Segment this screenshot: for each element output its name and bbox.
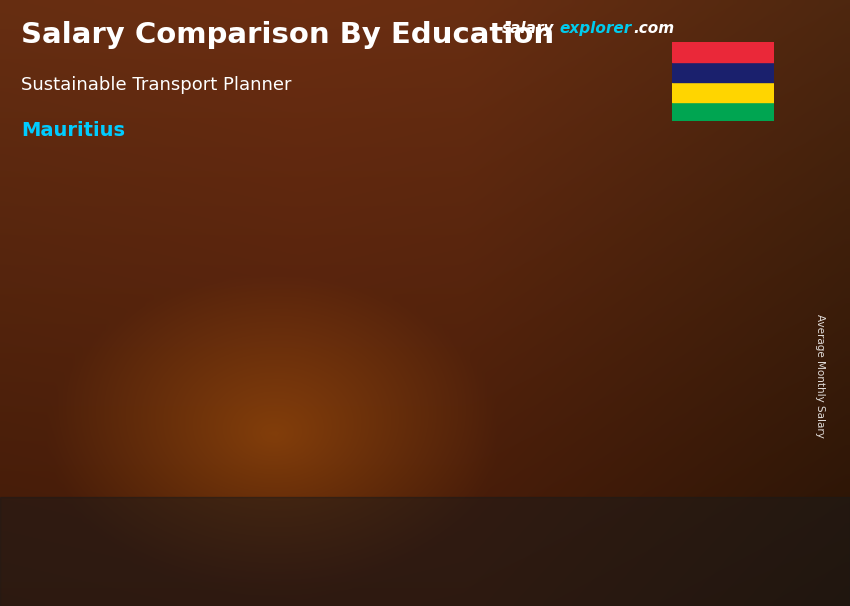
Polygon shape bbox=[434, 396, 441, 533]
Text: Average Monthly Salary: Average Monthly Salary bbox=[815, 314, 825, 438]
Bar bbox=[672, 82, 774, 101]
Polygon shape bbox=[74, 418, 123, 533]
Bar bbox=[672, 62, 774, 82]
Text: .com: .com bbox=[633, 21, 674, 36]
Polygon shape bbox=[123, 418, 172, 533]
Polygon shape bbox=[609, 267, 721, 276]
Polygon shape bbox=[301, 398, 350, 533]
Text: +45%: +45% bbox=[320, 211, 382, 230]
Text: 40,500 MUR: 40,500 MUR bbox=[252, 377, 332, 390]
Polygon shape bbox=[657, 276, 706, 533]
Polygon shape bbox=[77, 452, 85, 533]
Polygon shape bbox=[430, 337, 479, 533]
Text: 77,300 MUR: 77,300 MUR bbox=[608, 255, 689, 267]
Bar bbox=[672, 101, 774, 121]
Polygon shape bbox=[479, 337, 528, 533]
Polygon shape bbox=[430, 328, 542, 337]
Text: 58,900 MUR: 58,900 MUR bbox=[426, 316, 507, 328]
Text: Salary Comparison By Education: Salary Comparison By Education bbox=[21, 21, 554, 49]
Polygon shape bbox=[74, 409, 186, 418]
Polygon shape bbox=[528, 328, 542, 533]
Polygon shape bbox=[256, 439, 263, 533]
Polygon shape bbox=[252, 390, 365, 398]
Polygon shape bbox=[172, 409, 186, 533]
Text: salary: salary bbox=[502, 21, 554, 36]
Text: explorer: explorer bbox=[559, 21, 632, 36]
Polygon shape bbox=[706, 267, 721, 533]
Text: +17%: +17% bbox=[144, 279, 208, 298]
Polygon shape bbox=[252, 398, 301, 533]
Text: 34,700 MUR: 34,700 MUR bbox=[70, 396, 150, 409]
Text: Mauritius: Mauritius bbox=[21, 121, 125, 140]
Bar bbox=[672, 42, 774, 62]
Text: +31%: +31% bbox=[497, 176, 561, 196]
Polygon shape bbox=[612, 353, 619, 533]
Polygon shape bbox=[609, 276, 657, 533]
Polygon shape bbox=[350, 390, 365, 533]
Text: Sustainable Transport Planner: Sustainable Transport Planner bbox=[21, 76, 292, 94]
Bar bbox=[0, 497, 850, 606]
